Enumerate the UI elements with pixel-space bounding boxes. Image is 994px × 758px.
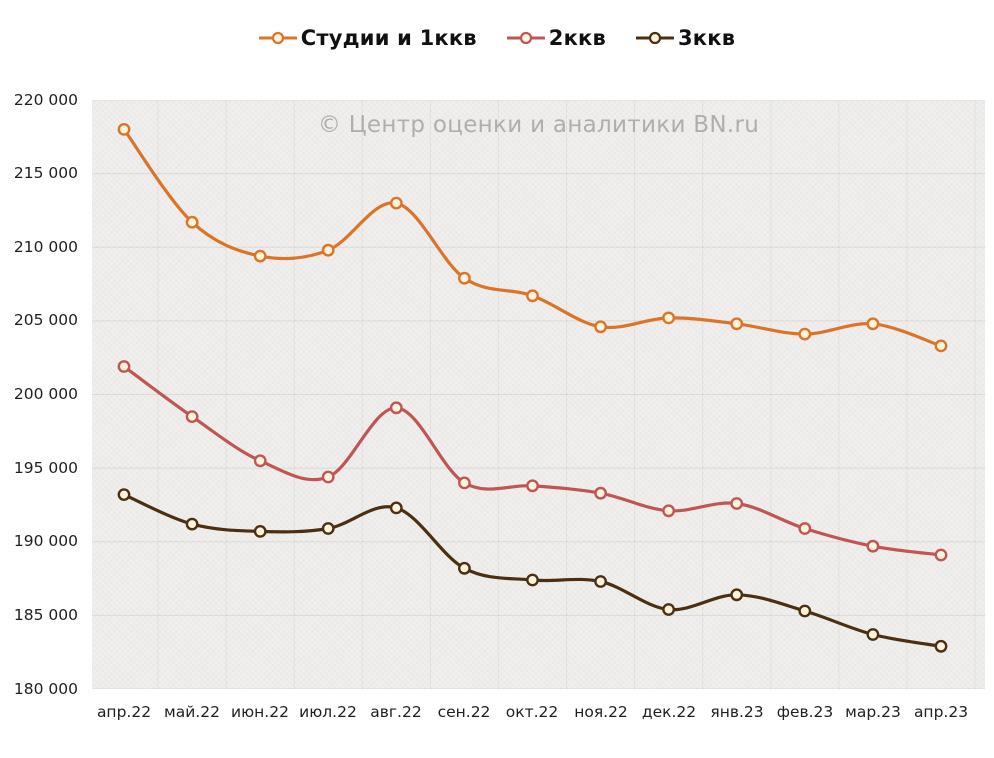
x-axis-tick-label: мар.23	[845, 703, 901, 721]
data-point-marker	[934, 339, 948, 353]
data-point-marker	[321, 243, 335, 257]
y-axis-tick-label: 200 000	[13, 385, 78, 403]
data-point-marker	[457, 271, 471, 285]
y-axis-tick-label: 180 000	[13, 680, 78, 698]
legend-item-studii-1kkv: Студии и 1ккв	[258, 26, 477, 50]
data-point-marker	[117, 123, 131, 136]
legend-label: 3ккв	[678, 26, 736, 50]
legend-label: Студии и 1ккв	[300, 26, 477, 50]
data-point-marker	[866, 317, 880, 331]
data-point-marker	[798, 522, 812, 535]
x-axis-tick-label: фев.23	[776, 703, 834, 721]
data-point-marker	[730, 588, 744, 602]
data-point-marker	[526, 573, 539, 587]
data-point-marker	[185, 517, 199, 531]
legend-item-3kkv: 3ккв	[636, 26, 735, 50]
data-point-marker	[662, 504, 675, 518]
x-axis-tick-label: ноя.22	[574, 703, 628, 721]
data-point-marker	[594, 575, 607, 588]
x-axis-tick-label: дек.22	[641, 703, 697, 721]
y-axis-tick-label: 215 000	[13, 164, 78, 182]
data-point-marker	[389, 196, 403, 210]
data-point-marker	[662, 311, 675, 325]
data-point-marker	[526, 289, 539, 303]
line-marker-icon	[506, 31, 545, 45]
data-point-marker	[934, 639, 948, 653]
data-point-marker	[389, 501, 403, 515]
data-point-marker	[321, 522, 335, 535]
data-point-marker	[253, 249, 267, 263]
data-point-marker	[253, 454, 267, 468]
y-axis-tick-label: 190 000	[13, 532, 78, 550]
x-axis-tick-label: апр.23	[913, 703, 969, 721]
line-marker-icon	[636, 31, 674, 45]
x-axis-tick-label: сен.22	[437, 703, 491, 721]
data-point-marker	[185, 410, 199, 423]
data-point-marker	[934, 548, 948, 562]
data-point-marker	[321, 470, 335, 484]
data-point-marker	[866, 539, 880, 553]
data-point-marker	[526, 479, 539, 493]
data-point-marker	[117, 360, 131, 373]
data-point-marker	[798, 327, 812, 341]
x-axis-tick-label: апр.22	[96, 703, 152, 721]
data-point-marker	[185, 215, 199, 229]
x-axis-tick-label: окт.22	[505, 703, 559, 721]
data-point-marker	[662, 603, 675, 616]
chart-legend: Студии и 1ккв 2ккв 3ккв	[0, 26, 994, 50]
x-axis-tick-label: июл.22	[299, 703, 357, 721]
y-axis-tick-label: 195 000	[13, 459, 78, 477]
data-point-marker	[457, 561, 471, 575]
x-axis-tick-label: авг.22	[370, 703, 422, 721]
x-axis-tick-label: янв.23	[710, 703, 764, 721]
data-point-marker	[798, 604, 812, 618]
y-axis-tick-label: 185 000	[13, 606, 78, 624]
legend-label: 2ккв	[548, 26, 606, 50]
y-axis-tick-label: 210 000	[13, 238, 78, 256]
data-point-marker	[253, 524, 267, 538]
data-point-marker	[730, 497, 744, 510]
data-point-marker	[866, 628, 880, 641]
x-axis-tick-label: июн.22	[231, 703, 289, 721]
y-axis-tick-label: 205 000	[13, 311, 78, 329]
data-point-marker	[594, 486, 607, 500]
series-line	[122, 127, 943, 348]
data-point-marker	[594, 320, 607, 334]
line-marker-icon	[258, 31, 297, 45]
data-point-marker	[117, 488, 131, 501]
x-axis-tick-label: май.22	[164, 703, 220, 721]
legend-item-2kkv: 2ккв	[506, 26, 606, 50]
chart-plot-svg	[92, 100, 985, 689]
y-axis-tick-label: 220 000	[13, 91, 78, 109]
data-point-marker	[730, 317, 744, 331]
data-point-marker	[457, 476, 471, 490]
plot-area	[92, 100, 985, 689]
data-point-marker	[389, 401, 403, 415]
series-line	[122, 493, 943, 648]
